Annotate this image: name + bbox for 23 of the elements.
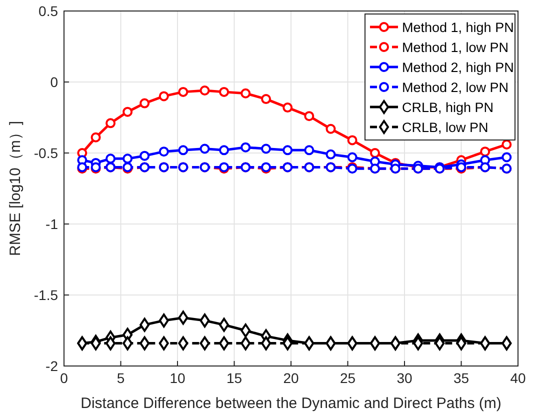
x-axis-title: Distance Difference between the Dynamic and Direct Paths (m) [80, 395, 502, 412]
x-tick-label: 5 [116, 370, 125, 386]
legend-label: Method 1, low PN [402, 40, 509, 55]
x-tick-label: 35 [453, 370, 470, 386]
y-tick-label: -2 [46, 358, 58, 374]
x-tick-label: 40 [510, 370, 526, 386]
legend-label: Method 2, low PN [402, 80, 509, 95]
x-tick-label: 15 [226, 370, 242, 386]
y-tick-label: -1.5 [34, 287, 58, 303]
y-axis-title: RMSE [log10（m）] [7, 120, 24, 256]
x-tick-label: 10 [170, 370, 186, 386]
legend-label: Method 2, high PN [402, 60, 514, 75]
legend-label: Method 1, high PN [402, 20, 514, 35]
x-tick-label: 30 [396, 370, 412, 386]
x-tick-label: 0 [60, 370, 68, 386]
y-tick-label: -0.5 [34, 145, 58, 161]
y-tick-label: 0.5 [38, 3, 58, 19]
y-tick-label: 0 [50, 74, 58, 90]
legend-label: CRLB, high PN [402, 100, 494, 115]
x-tick-label: 20 [283, 370, 299, 386]
x-tick-label: 25 [340, 370, 356, 386]
y-tick-label: -1 [46, 216, 58, 232]
legend-label: CRLB, low PN [402, 120, 488, 135]
